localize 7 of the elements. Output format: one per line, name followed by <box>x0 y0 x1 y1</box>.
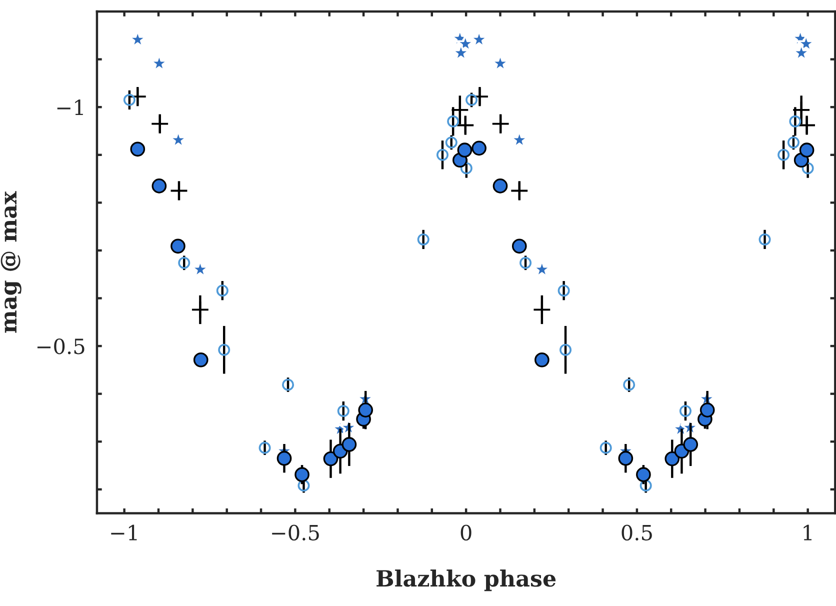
x-tick-label: 1 <box>804 524 812 540</box>
x-tick-label: −1 <box>111 524 137 540</box>
y-axis-title: mag @ max <box>0 191 22 333</box>
x-axis-title: Blazhko phase <box>376 570 556 592</box>
x-tick-label: 0.5 <box>622 524 652 541</box>
x-tick-label: −0.5 <box>272 524 319 541</box>
x-tick-label: 0 <box>460 524 472 541</box>
